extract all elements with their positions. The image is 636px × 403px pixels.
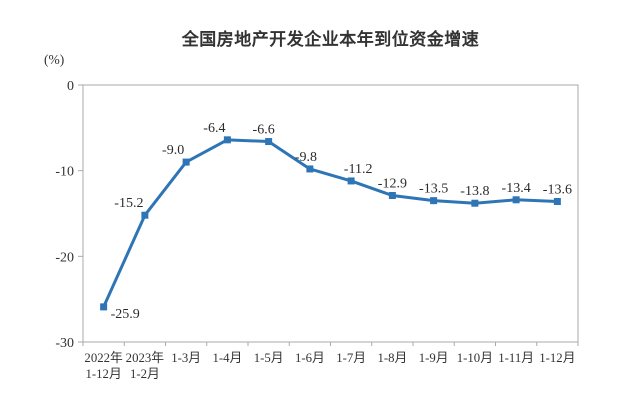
data-point-marker bbox=[182, 158, 190, 166]
data-point-marker bbox=[388, 192, 396, 200]
y-axis-unit-label: (%) bbox=[44, 52, 65, 67]
data-label: -6.4 bbox=[203, 121, 225, 136]
y-axis-tick-label: -30 bbox=[55, 336, 74, 351]
data-point-marker bbox=[553, 198, 561, 206]
y-axis-tick-label: -20 bbox=[55, 250, 74, 265]
data-label: -13.6 bbox=[543, 183, 572, 198]
x-axis-tick-label: 1-5月 bbox=[254, 351, 284, 365]
data-point-marker bbox=[306, 165, 314, 173]
data-label: -13.5 bbox=[419, 182, 448, 197]
data-label: -25.9 bbox=[111, 307, 140, 322]
x-axis-tick-label: 1-4月 bbox=[212, 351, 242, 365]
y-axis-tick-label: -10 bbox=[55, 165, 74, 180]
data-point-marker bbox=[471, 199, 479, 207]
data-label: -12.9 bbox=[378, 177, 407, 192]
data-point-marker bbox=[265, 138, 273, 146]
data-label: -13.4 bbox=[502, 181, 531, 196]
x-axis-tick-label: 1-6月 bbox=[295, 351, 325, 365]
data-point-marker bbox=[223, 136, 231, 144]
x-axis-tick-label: 1-8月 bbox=[377, 351, 407, 365]
data-label: -6.6 bbox=[253, 123, 275, 138]
y-axis-tick-label: 0 bbox=[67, 79, 74, 94]
chart-title: 全国房地产开发企业本年到位资金增速 bbox=[181, 30, 480, 49]
x-axis-tick-label: 1-3月 bbox=[171, 351, 201, 365]
data-point-marker bbox=[141, 211, 149, 219]
x-axis-tick-label: 1-2月 bbox=[130, 367, 160, 381]
data-point-marker bbox=[430, 197, 438, 205]
x-axis-tick-label: 1-7月 bbox=[336, 351, 366, 365]
data-point-marker bbox=[347, 177, 355, 185]
data-label: -13.8 bbox=[460, 184, 489, 199]
data-label: -11.2 bbox=[344, 162, 373, 177]
x-axis-tick-label: 1-10月 bbox=[457, 351, 493, 365]
x-axis-tick-label: 1-9月 bbox=[419, 351, 449, 365]
plot-border bbox=[82, 84, 579, 343]
trend-line bbox=[102, 138, 559, 309]
x-axis-tick-label: 2023年 bbox=[126, 351, 165, 365]
data-point-marker bbox=[100, 303, 108, 311]
data-label: -15.2 bbox=[114, 196, 143, 211]
x-axis-tick-label: 1-11月 bbox=[498, 351, 534, 365]
data-label: -9.8 bbox=[295, 150, 317, 165]
x-axis-tick-label: 2022年 bbox=[84, 351, 123, 365]
x-axis-tick-label: 1-12月 bbox=[539, 351, 575, 365]
data-label: -9.0 bbox=[162, 143, 184, 158]
data-point-marker bbox=[512, 196, 520, 204]
x-axis-tick-label: 1-12月 bbox=[85, 367, 121, 381]
